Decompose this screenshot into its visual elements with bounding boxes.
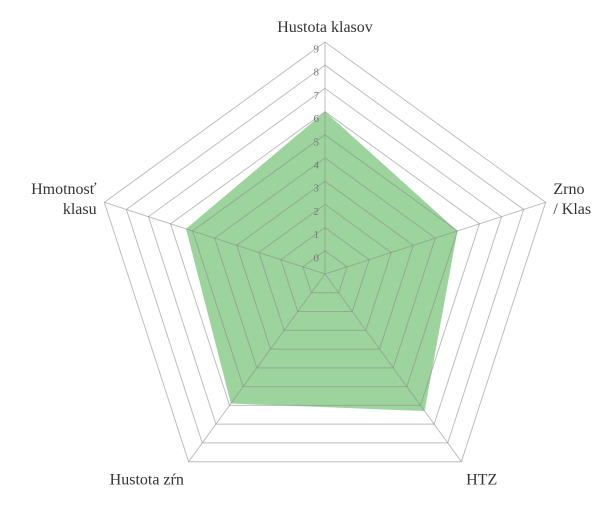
tick-label: 2 xyxy=(314,206,320,218)
category-line: Zrno xyxy=(553,180,584,197)
category-label: Hmotnosť klasu xyxy=(31,180,97,217)
category-line: klasu xyxy=(63,200,97,217)
grid-ring xyxy=(280,226,370,313)
category-label: Hustota zŕn xyxy=(110,471,184,488)
spoke xyxy=(324,201,546,275)
category-label: Zrno / Klas xyxy=(553,180,591,217)
category-label: HTZ xyxy=(466,471,497,488)
tick-label: 1 xyxy=(314,229,320,241)
category-line: Hustota klasov xyxy=(277,19,373,36)
category-label: Hustota klasov xyxy=(277,19,373,36)
grid-ring xyxy=(147,87,503,425)
category-line: Hmotnosť xyxy=(31,180,97,197)
tick-label: 3 xyxy=(314,183,320,195)
category-line: Hustota zŕn xyxy=(110,471,184,488)
grid-ring xyxy=(125,64,525,444)
category-line: HTZ xyxy=(466,471,497,488)
grid-ring xyxy=(169,110,481,406)
grid-ring xyxy=(236,180,414,350)
spoke xyxy=(104,201,326,275)
data-area xyxy=(185,111,458,412)
grid-ring xyxy=(192,134,458,388)
grid-ring xyxy=(103,41,547,463)
spoke xyxy=(188,273,326,462)
grid-ring xyxy=(258,203,392,331)
tick-label: 6 xyxy=(314,113,320,125)
tick-label: 4 xyxy=(314,160,320,172)
tick-label: 0 xyxy=(314,252,320,264)
tick-label: 5 xyxy=(314,136,320,148)
tick-label: 7 xyxy=(314,90,320,102)
grid-ring xyxy=(302,250,348,294)
spoke xyxy=(324,273,462,462)
category-line: / Klas xyxy=(553,200,591,217)
tick-label: 8 xyxy=(314,67,320,79)
tick-label: 9 xyxy=(314,44,320,56)
grid-ring xyxy=(214,157,436,369)
